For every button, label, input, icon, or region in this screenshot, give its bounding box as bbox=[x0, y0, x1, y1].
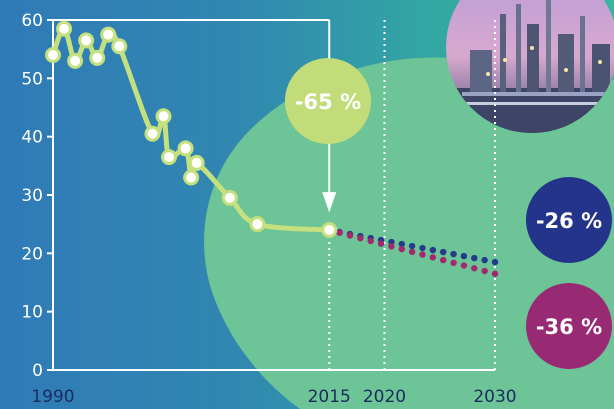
data-point bbox=[183, 169, 200, 186]
projection-point bbox=[450, 259, 457, 267]
projection-point bbox=[440, 248, 447, 256]
badge-label-minus-65: -65 % bbox=[295, 90, 361, 114]
data-point bbox=[321, 222, 338, 238]
data-point bbox=[177, 140, 194, 157]
badge-minus-36: -36 % bbox=[526, 283, 612, 369]
badge-minus-65: -65 % bbox=[285, 58, 371, 144]
data-point bbox=[249, 216, 266, 233]
data-point bbox=[89, 49, 106, 66]
projection-point bbox=[491, 258, 499, 266]
projection-point bbox=[408, 248, 416, 256]
projection-point bbox=[357, 235, 364, 242]
data-point bbox=[221, 189, 238, 206]
projection-point bbox=[460, 252, 468, 260]
background-blob bbox=[204, 57, 614, 409]
badge-minus-26: -26 % bbox=[526, 177, 612, 263]
y-tick-label: 20 bbox=[21, 244, 43, 264]
projection-point bbox=[388, 243, 395, 250]
projection-point bbox=[346, 232, 354, 239]
projection-point bbox=[419, 244, 426, 252]
projection-point bbox=[377, 240, 385, 247]
projection-point bbox=[408, 242, 416, 250]
y-tick-label: 0 bbox=[32, 361, 43, 381]
historical-series-points bbox=[45, 20, 338, 238]
data-point bbox=[100, 26, 117, 43]
badge-label-minus-26: -26 % bbox=[536, 209, 602, 233]
x-tick-label: 2015 bbox=[308, 387, 351, 407]
data-point bbox=[111, 38, 128, 55]
x-tick-label: 2030 bbox=[473, 387, 516, 407]
x-tick-label: 1990 bbox=[31, 387, 74, 407]
projection-point bbox=[429, 246, 437, 254]
projection-point bbox=[450, 250, 457, 258]
reference-lines bbox=[328, 20, 496, 370]
projection-point bbox=[367, 237, 374, 245]
data-point bbox=[56, 20, 73, 37]
badge-label-minus-36: -36 % bbox=[536, 315, 602, 339]
x-axis-ticks: 1990 2015 2020 2030 bbox=[31, 387, 516, 407]
projection-point bbox=[398, 245, 405, 253]
projection-point bbox=[481, 267, 488, 275]
projection-point bbox=[471, 254, 478, 262]
projection-point bbox=[491, 270, 499, 277]
data-point bbox=[188, 154, 205, 171]
projection-point bbox=[388, 238, 395, 246]
projection-point bbox=[481, 256, 488, 264]
y-tick-label: 50 bbox=[21, 69, 43, 89]
y-axis-ticks: 0 10 20 30 40 50 60 bbox=[21, 11, 53, 381]
data-point bbox=[161, 149, 178, 166]
data-point bbox=[67, 52, 84, 69]
arrow-head bbox=[322, 192, 337, 213]
data-point bbox=[45, 47, 61, 63]
projection-point bbox=[398, 240, 405, 248]
y-tick-label: 30 bbox=[21, 186, 43, 206]
y-tick-label: 10 bbox=[21, 303, 43, 323]
x-tick-label: 2020 bbox=[363, 387, 406, 407]
projection-point bbox=[429, 254, 437, 261]
projection-point bbox=[471, 265, 478, 272]
data-point bbox=[78, 32, 95, 49]
data-point bbox=[144, 125, 161, 142]
projection-series bbox=[336, 228, 499, 277]
projection-point bbox=[460, 262, 468, 269]
data-point bbox=[155, 108, 172, 125]
projection-point bbox=[336, 229, 343, 236]
projection-point bbox=[440, 256, 447, 264]
y-tick-label: 60 bbox=[21, 11, 43, 31]
y-tick-label: 40 bbox=[21, 128, 43, 148]
projection-point bbox=[419, 251, 426, 258]
